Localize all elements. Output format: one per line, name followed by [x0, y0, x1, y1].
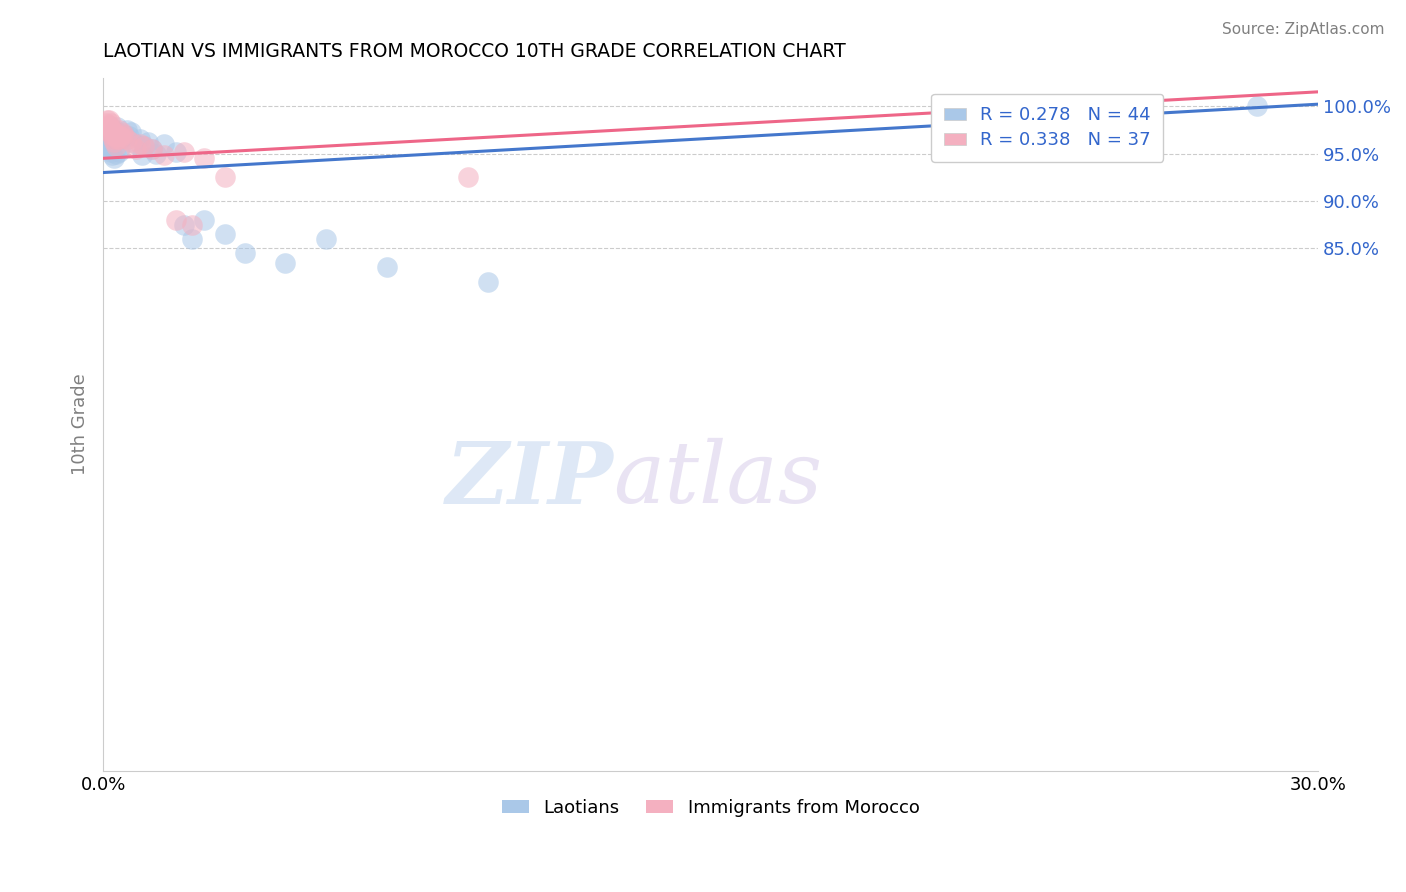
Point: [110, 132, 132, 146]
Point: [103, 151, 125, 165]
Point: [181, 232, 204, 246]
Point: [114, 128, 136, 142]
Point: [105, 120, 128, 134]
Point: [96, 113, 118, 128]
Point: [1246, 99, 1268, 113]
Point: [141, 142, 163, 156]
Point: [111, 128, 134, 142]
Y-axis label: 10th Grade: 10th Grade: [72, 373, 89, 475]
Point: [103, 129, 125, 144]
Point: [214, 227, 236, 242]
Point: [132, 139, 155, 153]
Point: [165, 145, 187, 159]
Point: [94, 123, 117, 137]
Point: [131, 148, 153, 162]
Point: [100, 134, 122, 148]
Legend: Laotians, Immigrants from Morocco: Laotians, Immigrants from Morocco: [495, 791, 927, 824]
Point: [233, 246, 256, 260]
Point: [145, 146, 167, 161]
Point: [136, 135, 159, 149]
Point: [107, 132, 129, 146]
Point: [101, 128, 124, 142]
Point: [128, 132, 150, 146]
Point: [315, 232, 337, 246]
Point: [103, 132, 125, 146]
Point: [103, 128, 125, 142]
Point: [121, 135, 143, 149]
Point: [101, 123, 124, 137]
Text: LAOTIAN VS IMMIGRANTS FROM MOROCCO 10TH GRADE CORRELATION CHART: LAOTIAN VS IMMIGRANTS FROM MOROCCO 10TH …: [103, 42, 846, 61]
Point: [173, 145, 195, 159]
Point: [274, 256, 297, 270]
Point: [100, 129, 122, 144]
Point: [153, 136, 176, 151]
Point: [375, 260, 398, 275]
Point: [100, 145, 122, 159]
Point: [173, 218, 195, 232]
Point: [477, 275, 499, 289]
Point: [108, 126, 131, 140]
Point: [112, 126, 135, 140]
Text: ZIP: ZIP: [446, 438, 613, 521]
Point: [103, 135, 125, 149]
Point: [96, 136, 118, 151]
Point: [141, 142, 163, 156]
Point: [108, 129, 131, 144]
Point: [181, 218, 204, 232]
Point: [98, 132, 121, 146]
Point: [165, 213, 187, 227]
Point: [105, 139, 128, 153]
Point: [104, 126, 127, 140]
Point: [105, 129, 128, 144]
Point: [214, 170, 236, 185]
Point: [124, 142, 146, 156]
Point: [117, 123, 139, 137]
Point: [118, 129, 141, 144]
Point: [104, 123, 127, 137]
Text: atlas: atlas: [613, 438, 823, 521]
Point: [100, 116, 122, 130]
Point: [112, 129, 135, 144]
Point: [101, 148, 124, 162]
Point: [117, 132, 139, 146]
Point: [97, 139, 120, 153]
Point: [94, 142, 117, 156]
Point: [124, 136, 146, 151]
Point: [98, 118, 121, 132]
Point: [101, 126, 124, 140]
Point: [97, 120, 120, 134]
Point: [98, 113, 121, 128]
Point: [105, 146, 128, 161]
Point: [96, 116, 118, 130]
Point: [128, 136, 150, 151]
Point: [103, 128, 125, 143]
Point: [132, 139, 155, 153]
Point: [100, 120, 122, 134]
Point: [96, 135, 118, 149]
Point: [121, 125, 143, 139]
Point: [193, 213, 215, 227]
Point: [107, 145, 129, 159]
Point: [193, 151, 215, 165]
Text: Source: ZipAtlas.com: Source: ZipAtlas.com: [1222, 22, 1385, 37]
Point: [108, 141, 131, 155]
Point: [110, 129, 132, 144]
Point: [105, 132, 128, 146]
Point: [108, 123, 131, 137]
Point: [100, 123, 122, 137]
Point: [153, 148, 176, 162]
Point: [457, 170, 479, 185]
